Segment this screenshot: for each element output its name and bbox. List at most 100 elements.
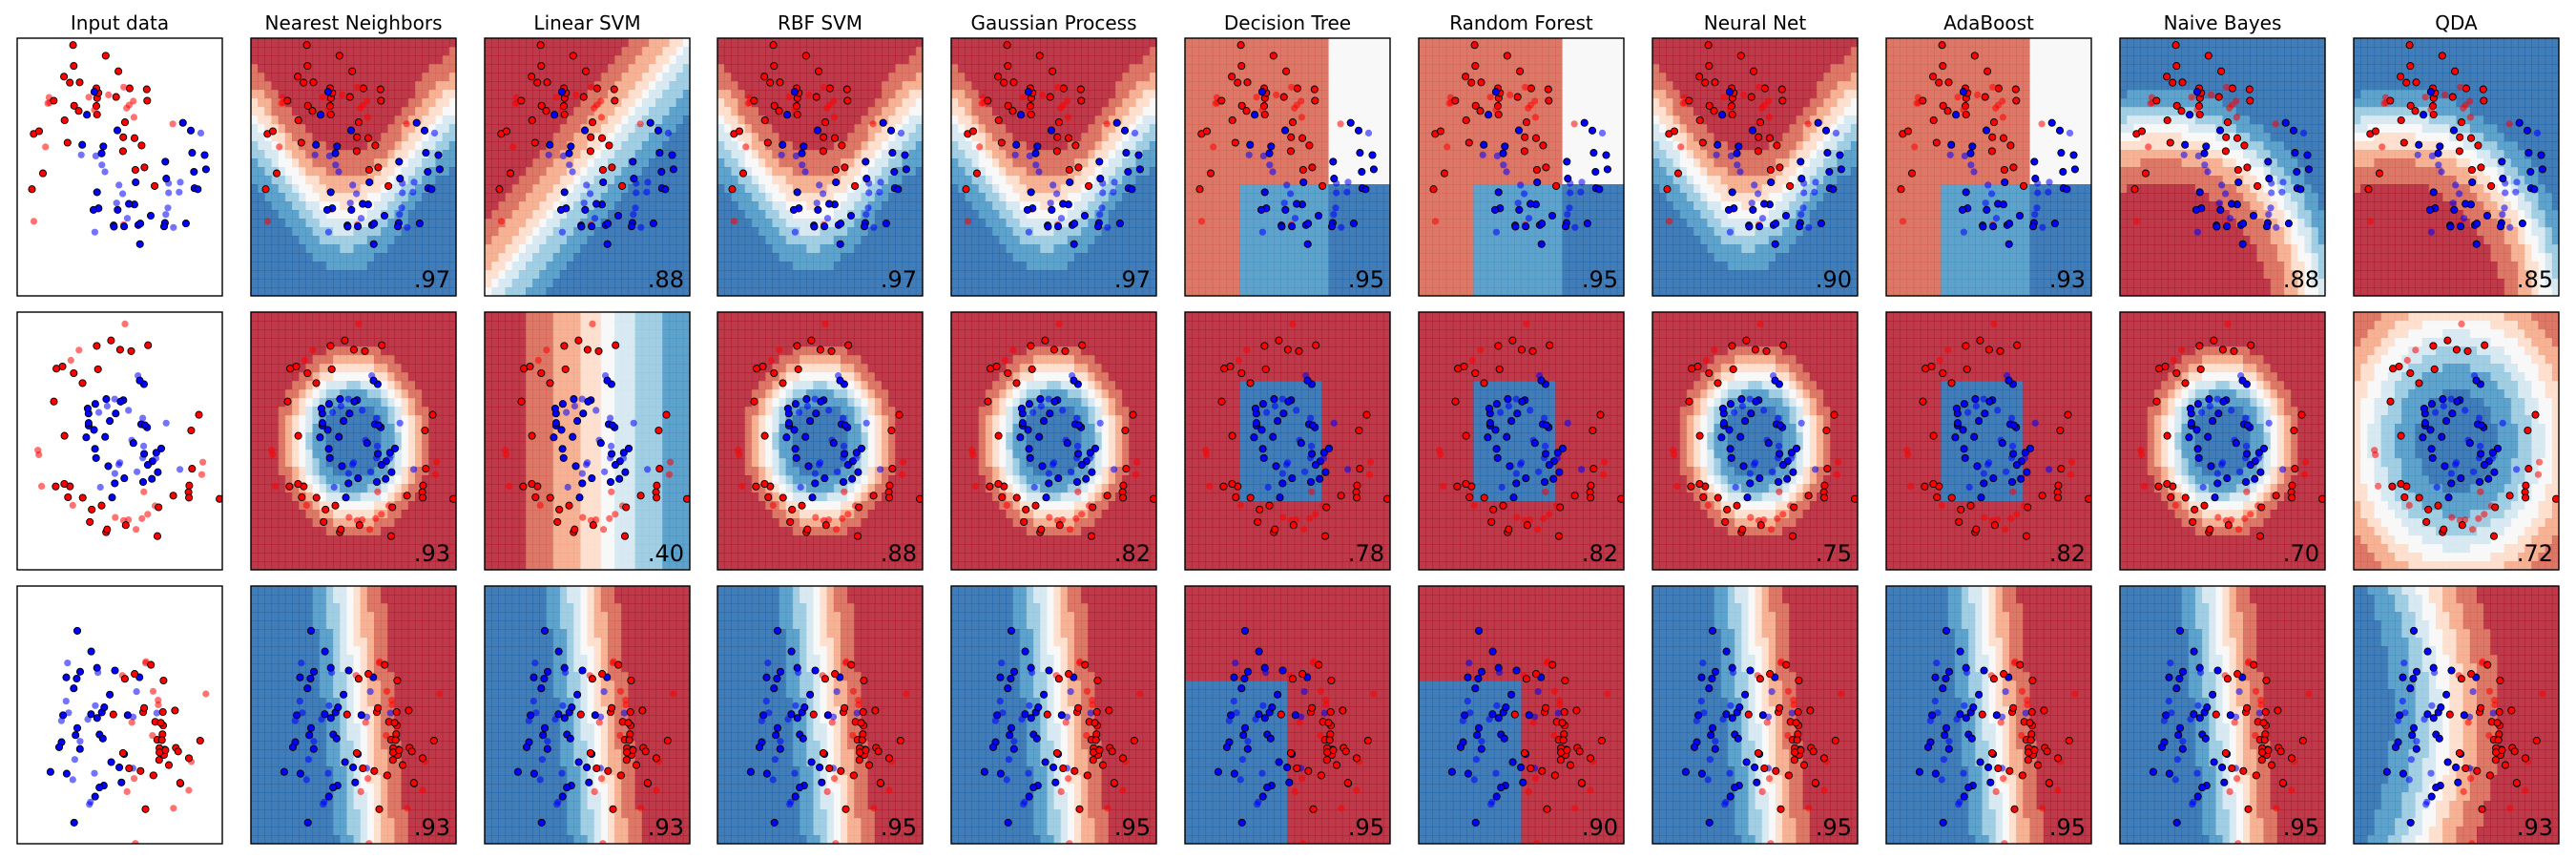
contour-cell — [1192, 167, 1199, 177]
contour-cell — [271, 90, 280, 99]
contour-cell — [353, 124, 362, 134]
contour-cell — [744, 133, 753, 142]
contour-cell — [1205, 279, 1214, 288]
contour-cell — [593, 184, 602, 194]
contour-cell — [772, 287, 780, 296]
contour-cell — [1094, 107, 1103, 116]
contour-cell — [1274, 38, 1281, 48]
contour-cell — [751, 287, 759, 296]
contour-cell — [1335, 193, 1343, 202]
contour-cell — [428, 90, 437, 99]
contour-cell — [1149, 270, 1156, 280]
contour-cell — [785, 176, 794, 185]
contour-cell — [1308, 270, 1316, 280]
contour-cell — [634, 193, 643, 202]
contour-cell — [264, 236, 273, 245]
contour-cell — [1142, 133, 1151, 142]
contour-cell — [559, 38, 568, 48]
contour-cell — [628, 64, 636, 73]
column-title: QDA — [2435, 11, 2478, 34]
contour-cell — [1341, 167, 1350, 177]
contour-cell — [1321, 124, 1330, 134]
contour-cell — [1233, 158, 1240, 168]
contour-cell — [1218, 262, 1227, 271]
contour-cell — [765, 47, 773, 56]
contour-cell — [621, 176, 630, 185]
contour-cell — [1218, 64, 1227, 73]
contour-cell — [546, 133, 554, 142]
contour-cell — [785, 184, 794, 194]
contour-cell — [785, 262, 794, 271]
contour-cell — [1267, 287, 1275, 296]
contour-cell — [908, 90, 917, 99]
contour-cell — [374, 90, 382, 99]
contour-cell — [1328, 90, 1337, 99]
contour-cell — [1129, 98, 1137, 108]
contour-cell — [1233, 150, 1240, 159]
contour-cell — [971, 107, 980, 116]
contour-cell — [428, 167, 437, 177]
contour-cell — [340, 81, 347, 91]
contour-cell — [1356, 64, 1363, 73]
contour-cell — [1006, 193, 1014, 202]
contour-cell — [958, 227, 966, 237]
contour-cell — [587, 253, 595, 262]
contour-cell — [1019, 270, 1028, 280]
contour-cell — [675, 73, 684, 82]
point-class-red — [831, 165, 840, 175]
contour-cell — [888, 227, 896, 237]
contour-cell — [662, 279, 671, 288]
contour-cell — [634, 176, 643, 185]
contour-cell — [854, 81, 862, 91]
contour-cell — [1060, 227, 1069, 237]
contour-cell — [628, 73, 636, 82]
contour-cell — [346, 210, 355, 220]
contour-cell — [1033, 253, 1041, 262]
contour-cell — [593, 158, 602, 168]
contour-cell — [319, 124, 327, 134]
contour-cell — [1308, 176, 1316, 185]
contour-cell — [634, 253, 643, 262]
point-class-red — [30, 218, 38, 225]
contour-cell — [1349, 158, 1357, 168]
contour-cell — [1019, 38, 1028, 48]
contour-cell — [1369, 115, 1378, 125]
point-class-blue — [657, 167, 666, 177]
point-class-red — [374, 163, 383, 172]
contour-cell — [278, 287, 286, 296]
point-class-blue — [123, 215, 132, 222]
panel-frame — [484, 37, 691, 297]
contour-cell — [621, 236, 630, 245]
contour-cell — [621, 38, 630, 48]
contour-cell — [1006, 210, 1014, 220]
contour-cell — [895, 219, 904, 228]
contour-cell — [895, 47, 904, 56]
contour-cell — [1012, 98, 1021, 108]
contour-cell — [971, 210, 980, 220]
contour-cell — [1335, 115, 1343, 125]
contour-cell — [861, 124, 869, 134]
contour-cell — [1300, 38, 1309, 48]
contour-cell — [1205, 262, 1214, 271]
contour-cell — [401, 219, 409, 228]
contour-cell — [1149, 38, 1156, 48]
contour-cell — [1300, 184, 1309, 194]
contour-cell — [526, 141, 533, 151]
contour-cell — [1192, 227, 1199, 237]
contour-cell — [1185, 90, 1193, 99]
contour-cell — [1280, 73, 1289, 82]
contour-cell — [1067, 236, 1075, 245]
contour-cell — [360, 133, 368, 142]
contour-cell — [278, 167, 286, 177]
contour-cell — [442, 150, 450, 159]
contour-cell — [312, 184, 321, 194]
point-class-blue — [902, 165, 910, 174]
contour-cell — [305, 279, 314, 288]
contour-cell — [608, 201, 615, 211]
contour-cell — [428, 150, 437, 159]
contour-cell — [552, 81, 561, 91]
contour-cell — [1074, 124, 1082, 134]
contour-cell — [346, 141, 355, 151]
contour-cell — [1205, 150, 1214, 159]
contour-cell — [505, 210, 513, 220]
